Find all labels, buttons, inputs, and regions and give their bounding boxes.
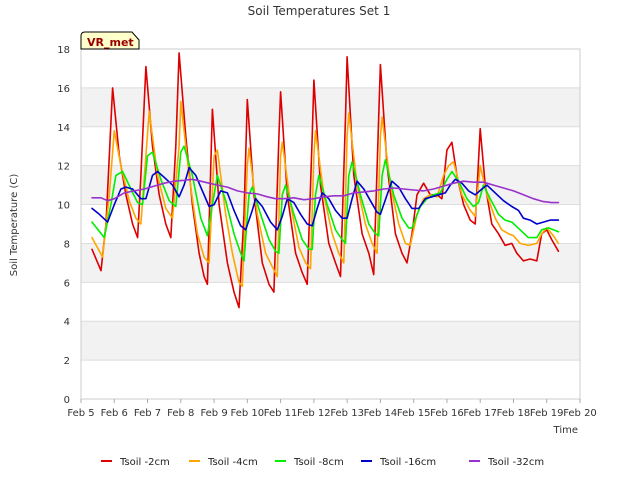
y-tick-label: 18 — [57, 45, 70, 56]
plot-frame — [80, 48, 581, 400]
legend-label: Tsoil -32cm — [487, 457, 544, 468]
legend-label: Tsoil -2cm — [119, 457, 170, 468]
x-tick-label: Feb 11 — [264, 408, 298, 419]
y-axis-ticks: 0 2 4 6 8 10 12 14 16 18 — [57, 45, 70, 406]
y-tick-label: 14 — [57, 123, 70, 134]
station-tag-label: VR_met — [87, 36, 134, 49]
series-line-tsoil-16cm — [91, 166, 560, 231]
plot-band — [81, 165, 580, 205]
x-tick-label: Feb 15 — [397, 408, 431, 419]
series-lines — [91, 52, 560, 309]
legend-label: Tsoil -8cm — [293, 457, 344, 468]
plot-band — [81, 321, 580, 361]
x-tick-label: Feb 6 — [101, 408, 128, 419]
legend-label: Tsoil -16cm — [379, 457, 436, 468]
x-tick-label: Feb 12 — [297, 408, 331, 419]
y-tick-label: 12 — [57, 162, 70, 173]
x-tick-label: Feb 10 — [231, 408, 265, 419]
x-tick-label: Feb 9 — [200, 408, 227, 419]
x-tick-label: Feb 18 — [497, 408, 531, 419]
y-tick-label: 4 — [64, 317, 70, 328]
series-line-tsoil-8cm — [91, 145, 560, 262]
x-tick-label: Feb 17 — [463, 408, 497, 419]
plot-bands — [81, 87, 580, 361]
y-tick-label: 8 — [64, 239, 70, 250]
series-line-tsoil-4cm — [91, 100, 560, 287]
y-tick-label: 2 — [64, 356, 70, 367]
series-line-tsoil-32cm — [91, 178, 560, 204]
x-tick-label: Feb 8 — [167, 408, 194, 419]
x-tick-label: Feb 13 — [330, 408, 364, 419]
y-axis-title: Soil Temperature (C) — [9, 174, 20, 277]
legend: Tsoil -2cm Tsoil -4cm Tsoil -8cm Tsoil -16c… — [101, 457, 544, 468]
legend-label: Tsoil -4cm — [207, 457, 258, 468]
x-axis-title: Time — [553, 425, 578, 436]
station-tag: VR_met — [80, 31, 140, 50]
x-tick-label: Feb 5 — [67, 408, 94, 419]
series-line-tsoil-2cm — [91, 52, 560, 309]
x-tick-label: Feb 20 — [563, 408, 597, 419]
x-tick-label: Feb 16 — [430, 408, 464, 419]
station-tag-box — [80, 31, 140, 50]
y-tick-label: 6 — [64, 278, 70, 289]
chart-title: Soil Temperatures Set 1 — [248, 4, 391, 18]
y-tick-label: 0 — [64, 395, 70, 406]
plot-band — [81, 87, 580, 127]
y-tick-label: 10 — [57, 201, 70, 212]
x-axis-ticks: Feb 5 Feb 6 Feb 7 Feb 8 Feb 9 Feb 10 Feb 11 Feb… — [67, 399, 597, 419]
y-tick-label: 16 — [57, 84, 70, 95]
x-tick-label: Feb 19 — [530, 408, 564, 419]
x-tick-label: Feb 14 — [364, 408, 398, 419]
x-tick-label: Feb 7 — [134, 408, 161, 419]
